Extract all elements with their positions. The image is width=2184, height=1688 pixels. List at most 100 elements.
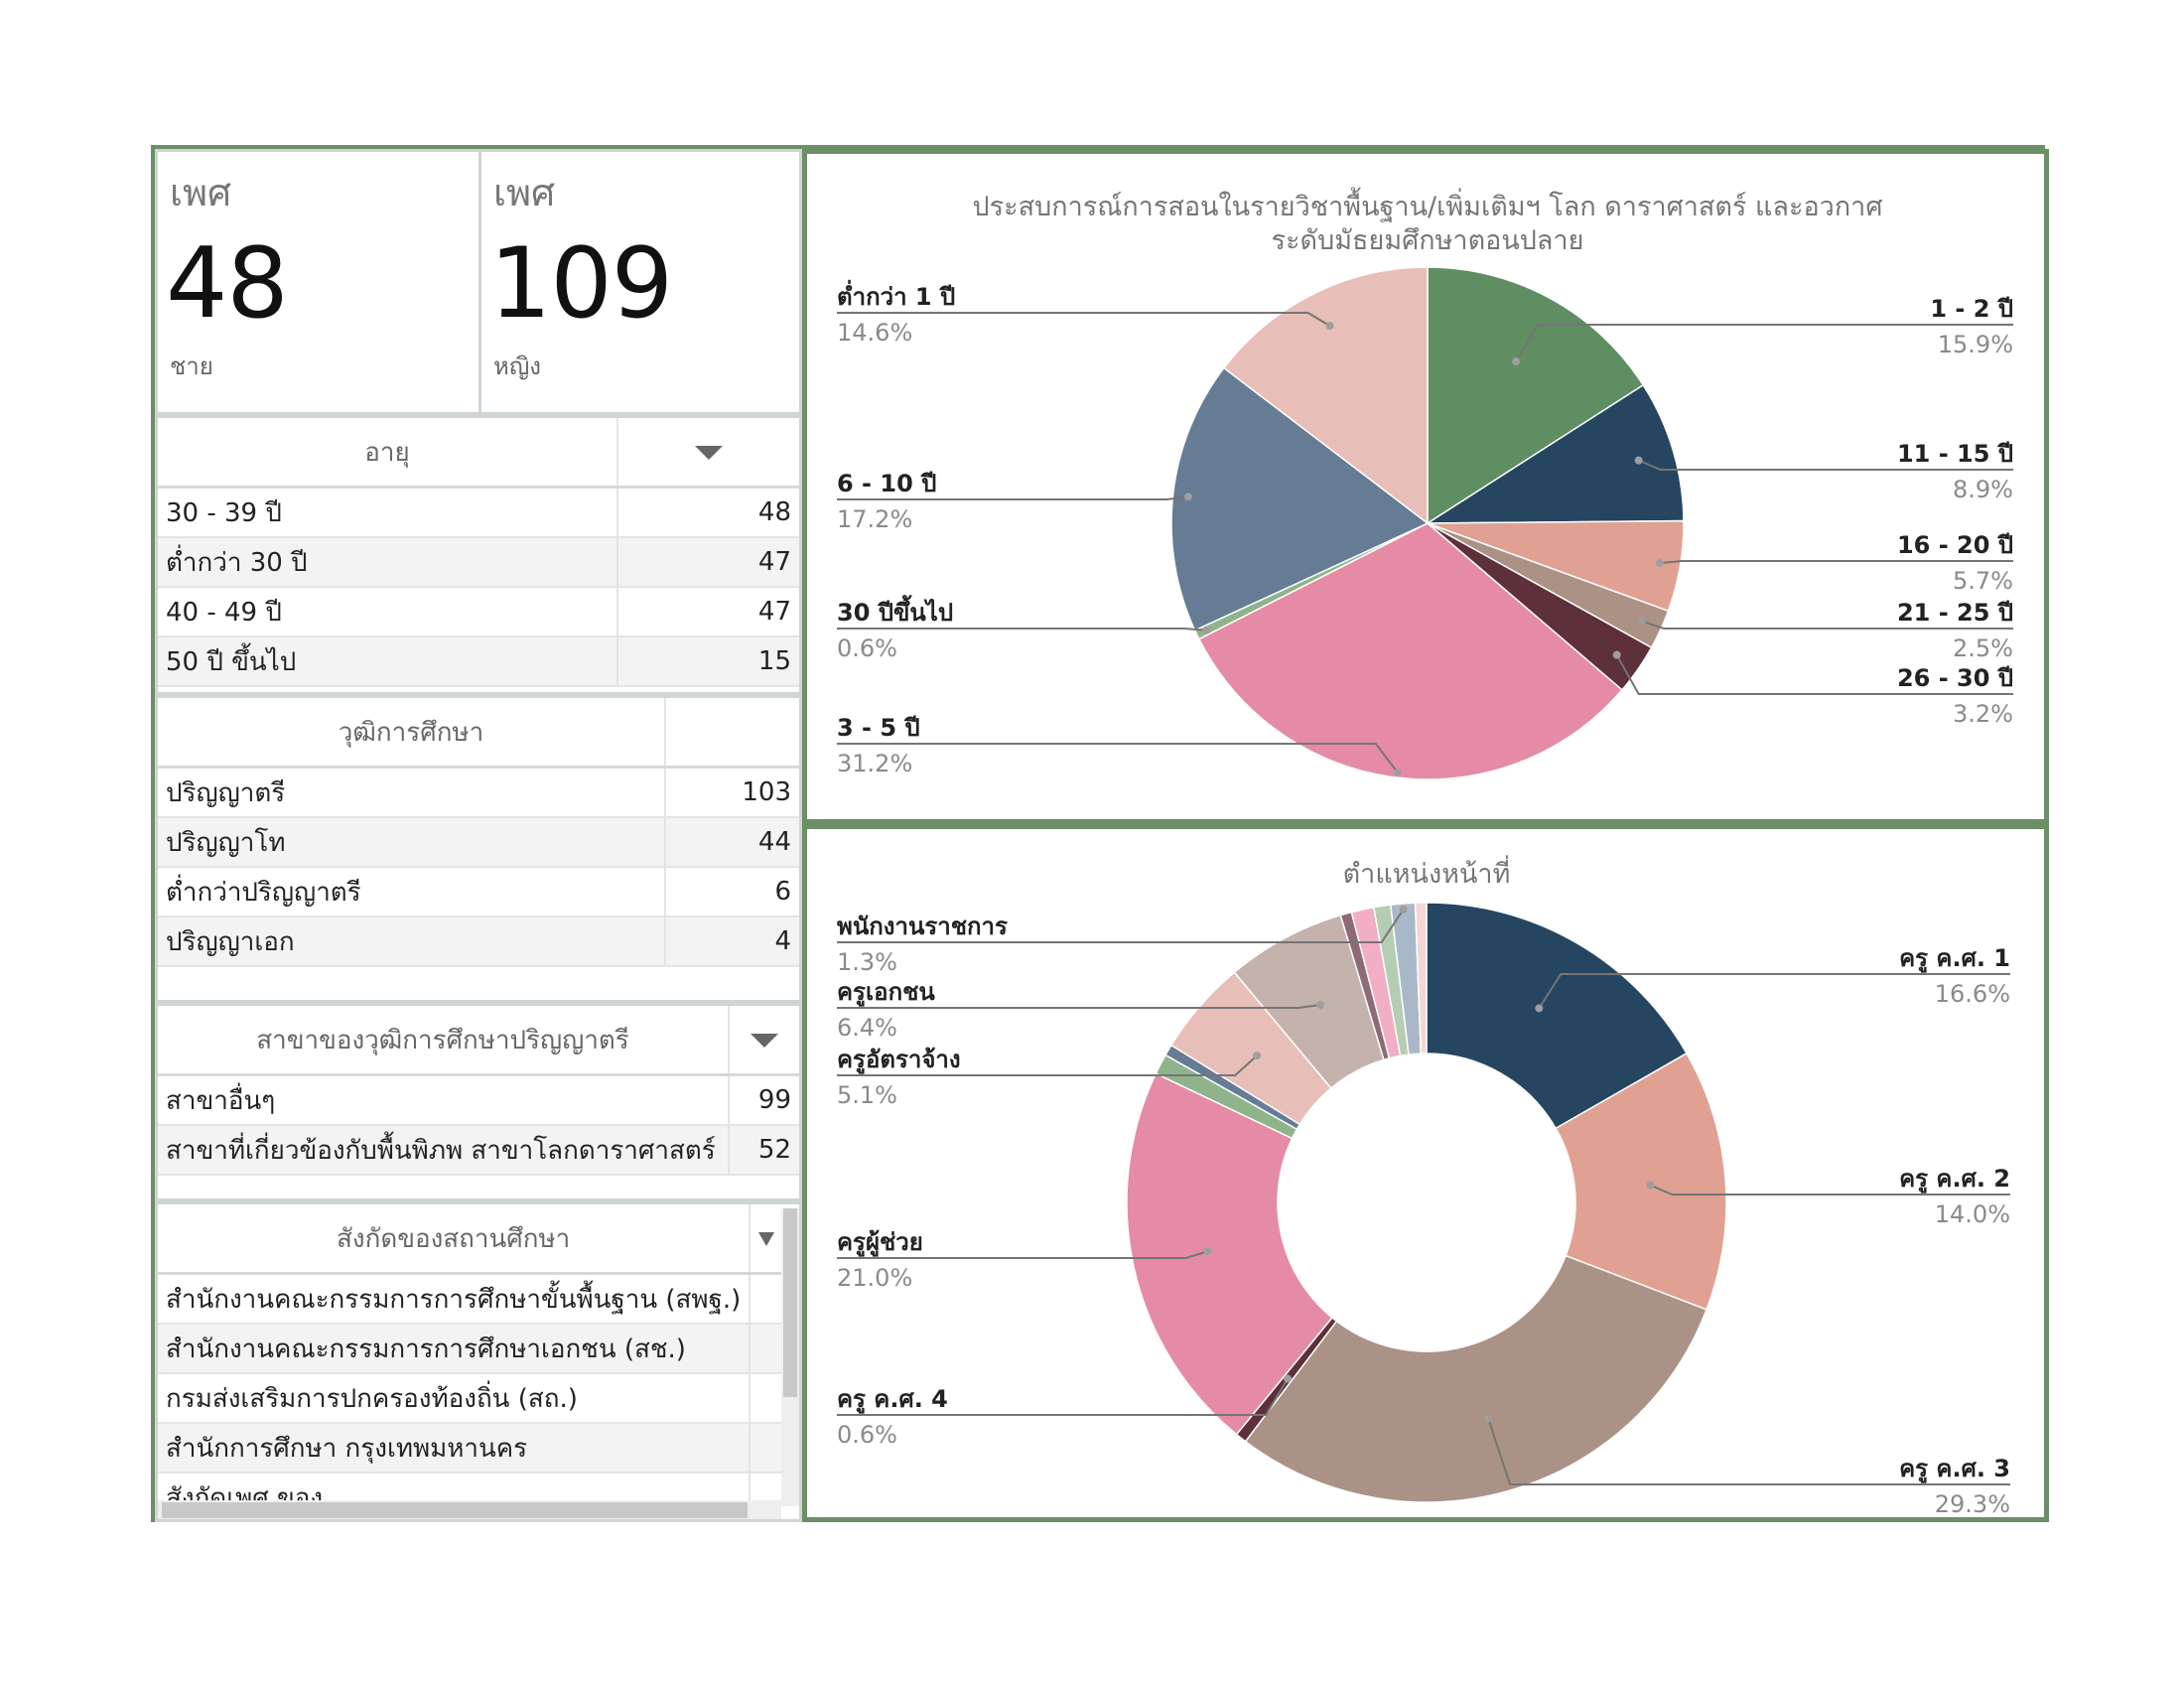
pie-slice	[1555, 1052, 1727, 1311]
leader-line	[837, 495, 1189, 500]
row-label: 40 - 49 ปี	[158, 587, 617, 637]
pie-slice	[1197, 522, 1624, 780]
row-value: 15	[616, 636, 799, 687]
horizontal-scrollbar-thumb[interactable]	[162, 1502, 748, 1518]
slice-label: ครู ค.ศ. 3	[1899, 1455, 2010, 1483]
pie-slice	[1222, 266, 1429, 525]
kpi-sublabel: หญิง	[493, 352, 541, 380]
affiliation-table-panel: สังกัดของสถานศึกษา สำนักงานคณะกรรมการการ…	[155, 1201, 802, 1522]
major-table: สาขาของวุฒิการศึกษาปริญญาตรี สาขาอื่นๆ 99…	[158, 1006, 799, 1176]
education-table-panel: วุฒิการศึกษา ปริญญาตรี 103 ปริญญาโท 44 ต่ำ…	[155, 695, 802, 1003]
row-value: 47	[616, 537, 799, 588]
leader-dot	[1637, 617, 1646, 626]
leader-dot	[1535, 1004, 1544, 1013]
education-table-header[interactable]: วุฒิการศึกษา	[158, 698, 665, 769]
kpi-value: 109	[489, 227, 673, 341]
slice-label: พนักงานราชการ	[837, 913, 1008, 940]
row-value: 44	[664, 817, 799, 868]
table-row: 50 ปี ขึ้นไป 15	[158, 636, 799, 687]
slice-percent: 29.3%	[1935, 1490, 2010, 1517]
leader-dot	[1253, 1052, 1262, 1060]
leader-line	[1638, 459, 2013, 471]
leader-line	[837, 628, 1207, 632]
row-label: กรมส่งเสริมการปกครองท้องถิ่น (สถ.)	[158, 1373, 751, 1424]
leader-dot	[1393, 769, 1402, 777]
table-row: สาขาที่เกี่ยวข้องกับพื้นพิภพ สาขาโลกดารา…	[158, 1125, 799, 1176]
row-label: ปริญญาตรี	[158, 767, 665, 818]
leader-line	[837, 1055, 1258, 1076]
sort-dropdown[interactable]	[616, 418, 799, 489]
sort-dropdown[interactable]	[749, 1204, 781, 1275]
leader-dot	[1315, 1000, 1324, 1009]
chevron-down-icon[interactable]	[751, 1034, 778, 1048]
dashboard: เพศ 48 ชาย เพศ 109 หญิง อายุ 30 - 39 ปี 4…	[151, 145, 2049, 1522]
row-label: สำนักงานคณะกรรมการการศึกษาขั้นพื้นฐาน (ส…	[158, 1273, 751, 1325]
vertical-scrollbar-thumb[interactable]	[783, 1208, 797, 1397]
leader-dot	[1201, 626, 1210, 634]
kpi-label: เพศ	[493, 171, 556, 214]
affiliation-table-header[interactable]: สังกัดของสถานศึกษา	[158, 1204, 751, 1275]
kpi-value: 48	[166, 227, 289, 341]
kpi-card-male: เพศ 48 ชาย	[155, 149, 482, 415]
sort-dropdown[interactable]	[728, 1006, 799, 1076]
leader-line	[1649, 1184, 2010, 1196]
slice-label: ครูเอกชน	[837, 978, 935, 1007]
leader-dot	[1646, 1181, 1655, 1190]
leader-line	[837, 312, 1331, 328]
slice-percent: 8.9%	[1953, 476, 2013, 503]
slice-label: 26 - 30 ปี	[1897, 664, 2013, 692]
leader-line	[1615, 654, 2013, 695]
leader-dot	[1399, 905, 1408, 914]
row-value: 47	[616, 587, 799, 637]
table-row: สาขาอื่นๆ 99	[158, 1074, 799, 1126]
experience-chart-panel: ประสบการณ์การสอนในรายวิชาพื้นฐาน/เพิ่มเต…	[802, 149, 2049, 824]
leader-line	[1641, 620, 2013, 630]
row-label: 50 ปี ขึ้นไป	[158, 636, 617, 687]
major-table-panel: สาขาของวุฒิการศึกษาปริญญาตรี สาขาอื่นๆ 99…	[155, 1003, 802, 1201]
slice-percent: 5.7%	[1953, 567, 2013, 595]
row-label: สำนักการศึกษา กรุงเทพมหานคร	[158, 1423, 751, 1474]
leader-dot	[1183, 492, 1192, 501]
row-value: 6	[664, 867, 799, 917]
pie-slice	[1427, 266, 1645, 525]
education-table: วุฒิการศึกษา ปริญญาตรี 103 ปริญญาโท 44 ต่ำ…	[158, 698, 799, 967]
slice-label: 3 - 5 ปี	[837, 714, 920, 742]
pie-slice	[1170, 366, 1430, 632]
table-row: สำนักงานคณะกรรมการการศึกษาเอกชน (สช.)	[158, 1324, 781, 1374]
row-label: สาขาที่เกี่ยวข้องกับพื้นพิภพ สาขาโลกดารา…	[158, 1125, 729, 1176]
row-label: ต่ำกว่า 30 ปี	[158, 537, 617, 588]
slice-percent: 16.6%	[1935, 980, 2010, 1008]
slice-label: 11 - 15 ปี	[1897, 440, 2013, 468]
slice-percent: 0.6%	[837, 1421, 897, 1449]
chevron-down-icon[interactable]	[757, 1232, 774, 1246]
table-row: ต่ำกว่า 30 ปี 47	[158, 537, 799, 588]
table-row: กรมส่งเสริมการปกครองท้องถิ่น (สถ.)	[158, 1373, 781, 1424]
slice-percent: 1.3%	[837, 948, 897, 976]
column-header-empty	[664, 698, 799, 769]
table-row: 40 - 49 ปี 47	[158, 587, 799, 637]
row-value: 52	[728, 1125, 799, 1176]
row-label: ปริญญาเอก	[158, 916, 665, 967]
major-table-header[interactable]: สาขาของวุฒิการศึกษาปริญญาตรี	[158, 1006, 729, 1076]
leader-line	[1515, 324, 2013, 362]
table-row: ต่ำกว่าปริญญาตรี 6	[158, 867, 799, 917]
leader-dot	[1612, 650, 1621, 659]
slice-percent: 6.4%	[837, 1014, 897, 1042]
leader-line	[837, 743, 1399, 774]
kpi-sublabel: ชาย	[170, 352, 213, 380]
age-table-panel: อายุ 30 - 39 ปี 48 ต่ำกว่า 30 ปี 47 40 - 4…	[155, 415, 802, 695]
chart-title: ประสบการณ์การสอนในรายวิชาพื้นฐาน/เพิ่มเต…	[973, 187, 1883, 222]
slice-label: 21 - 25 ปี	[1897, 599, 2013, 627]
leader-dot	[1634, 456, 1643, 465]
leader-dot	[1655, 559, 1664, 568]
age-table-header[interactable]: อายุ	[158, 418, 617, 489]
chevron-down-icon[interactable]	[695, 446, 723, 460]
slice-label: 6 - 10 ปี	[837, 470, 936, 497]
pie-slice	[1244, 1254, 1708, 1503]
leader-line	[1538, 973, 2010, 1009]
chart-title: ระดับมัธยมศึกษาตอนปลาย	[1272, 225, 1584, 256]
slice-percent: 15.9%	[1938, 331, 2013, 358]
age-table: อายุ 30 - 39 ปี 48 ต่ำกว่า 30 ปี 47 40 - 4…	[158, 418, 799, 687]
row-value: 4	[664, 916, 799, 967]
row-label: ต่ำกว่าปริญญาตรี	[158, 867, 665, 917]
